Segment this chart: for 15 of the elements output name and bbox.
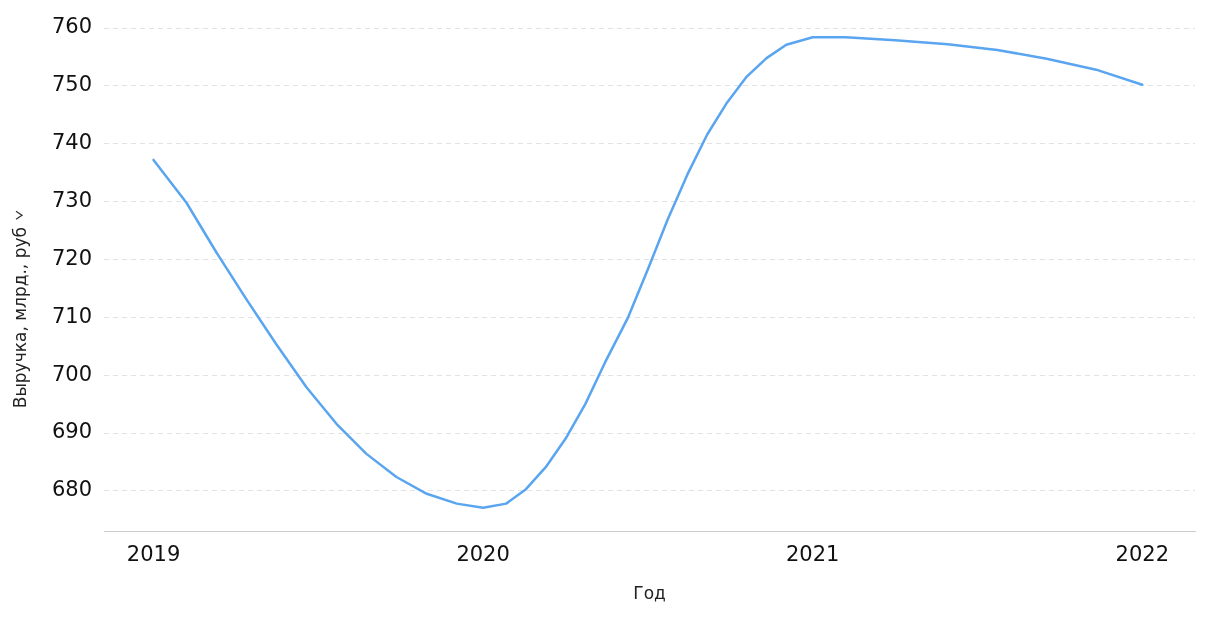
x-tick-label: 2022 xyxy=(1115,542,1169,567)
y-tick-label: 680 xyxy=(51,477,93,502)
y-tick-label: 760 xyxy=(51,14,93,39)
y-axis-title: Выручка, млрд., руб xyxy=(10,226,30,409)
x-tick-label: 2021 xyxy=(785,542,840,567)
x-tick-label: 2020 xyxy=(456,542,510,567)
x-axis-title: Год xyxy=(633,583,666,604)
y-tick-label: 700 xyxy=(51,361,93,386)
y-tick-label: 750 xyxy=(51,72,93,97)
y-tick-label: 740 xyxy=(51,130,93,155)
y-tick-label: 690 xyxy=(51,419,93,444)
y-tick-label: 720 xyxy=(51,245,93,270)
x-tick-label: 2019 xyxy=(126,542,181,567)
y-tick-label: 730 xyxy=(51,188,93,213)
y-tick-label: 710 xyxy=(51,303,93,328)
